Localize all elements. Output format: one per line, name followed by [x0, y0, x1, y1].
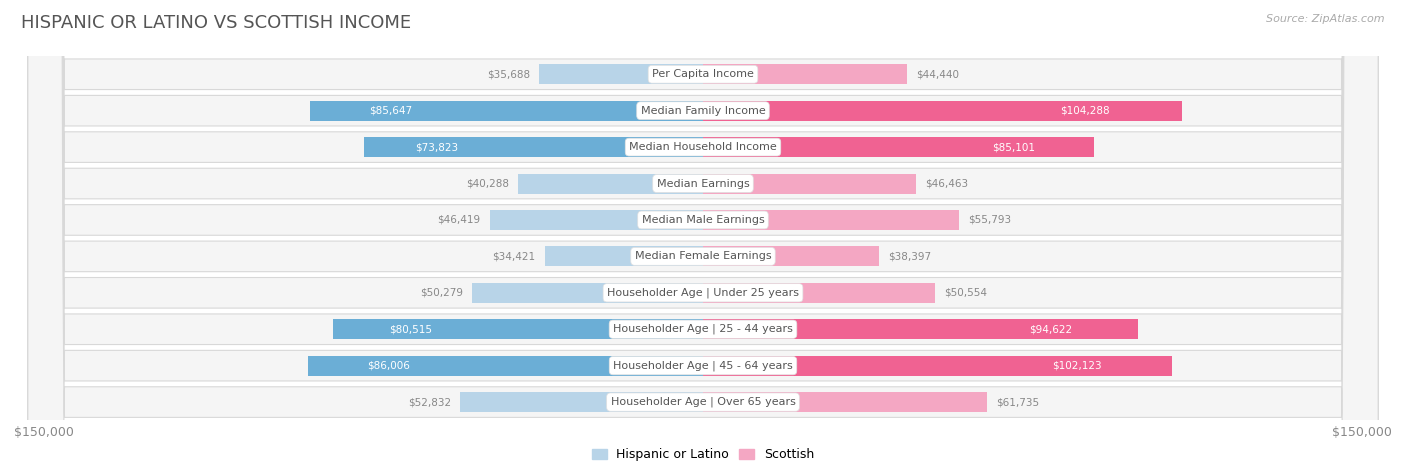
- Bar: [703, 101, 1182, 120]
- Bar: [703, 392, 987, 412]
- Bar: [703, 247, 879, 266]
- Text: $86,006: $86,006: [367, 361, 411, 371]
- Bar: [309, 101, 703, 120]
- Text: Median Male Earnings: Median Male Earnings: [641, 215, 765, 225]
- Text: Householder Age | 45 - 64 years: Householder Age | 45 - 64 years: [613, 361, 793, 371]
- Text: $85,101: $85,101: [993, 142, 1035, 152]
- Text: Median Female Earnings: Median Female Earnings: [634, 251, 772, 262]
- FancyBboxPatch shape: [28, 0, 1378, 467]
- Text: $44,440: $44,440: [917, 69, 959, 79]
- Text: $40,288: $40,288: [465, 178, 509, 189]
- Text: $35,688: $35,688: [486, 69, 530, 79]
- Text: $50,554: $50,554: [945, 288, 987, 298]
- Bar: [546, 247, 703, 266]
- Text: Source: ZipAtlas.com: Source: ZipAtlas.com: [1267, 14, 1385, 24]
- Bar: [703, 64, 907, 84]
- Bar: [308, 356, 703, 375]
- FancyBboxPatch shape: [28, 0, 1378, 467]
- FancyBboxPatch shape: [28, 0, 1378, 467]
- Bar: [703, 283, 935, 303]
- Bar: [703, 319, 1137, 339]
- Text: $46,419: $46,419: [437, 215, 481, 225]
- FancyBboxPatch shape: [28, 0, 1378, 467]
- Text: $73,823: $73,823: [415, 142, 458, 152]
- Text: Per Capita Income: Per Capita Income: [652, 69, 754, 79]
- Text: $150,000: $150,000: [1331, 426, 1392, 439]
- Text: Householder Age | Over 65 years: Householder Age | Over 65 years: [610, 397, 796, 407]
- Text: $50,279: $50,279: [420, 288, 463, 298]
- Text: $85,647: $85,647: [368, 106, 412, 116]
- Bar: [517, 174, 703, 193]
- Text: Median Earnings: Median Earnings: [657, 178, 749, 189]
- Text: $46,463: $46,463: [925, 178, 969, 189]
- FancyBboxPatch shape: [28, 0, 1378, 467]
- Bar: [333, 319, 703, 339]
- Text: $150,000: $150,000: [14, 426, 75, 439]
- Text: Median Household Income: Median Household Income: [628, 142, 778, 152]
- Bar: [460, 392, 703, 412]
- FancyBboxPatch shape: [28, 0, 1378, 467]
- Bar: [703, 356, 1173, 375]
- Bar: [364, 137, 703, 157]
- Text: $104,288: $104,288: [1060, 106, 1111, 116]
- Text: Householder Age | 25 - 44 years: Householder Age | 25 - 44 years: [613, 324, 793, 334]
- Legend: Hispanic or Latino, Scottish: Hispanic or Latino, Scottish: [592, 448, 814, 461]
- FancyBboxPatch shape: [28, 0, 1378, 467]
- Bar: [538, 64, 703, 84]
- Text: $61,735: $61,735: [995, 397, 1039, 407]
- Text: $34,421: $34,421: [492, 251, 536, 262]
- Bar: [703, 137, 1094, 157]
- Bar: [489, 210, 703, 230]
- Bar: [703, 174, 917, 193]
- Text: $94,622: $94,622: [1029, 324, 1073, 334]
- Text: $102,123: $102,123: [1052, 361, 1102, 371]
- Bar: [703, 210, 959, 230]
- Text: HISPANIC OR LATINO VS SCOTTISH INCOME: HISPANIC OR LATINO VS SCOTTISH INCOME: [21, 14, 411, 32]
- Text: $52,832: $52,832: [408, 397, 451, 407]
- Text: Householder Age | Under 25 years: Householder Age | Under 25 years: [607, 288, 799, 298]
- Text: $80,515: $80,515: [388, 324, 432, 334]
- Text: $38,397: $38,397: [889, 251, 932, 262]
- FancyBboxPatch shape: [28, 0, 1378, 467]
- Text: Median Family Income: Median Family Income: [641, 106, 765, 116]
- Text: $55,793: $55,793: [969, 215, 1011, 225]
- Bar: [472, 283, 703, 303]
- FancyBboxPatch shape: [28, 0, 1378, 467]
- FancyBboxPatch shape: [28, 0, 1378, 467]
